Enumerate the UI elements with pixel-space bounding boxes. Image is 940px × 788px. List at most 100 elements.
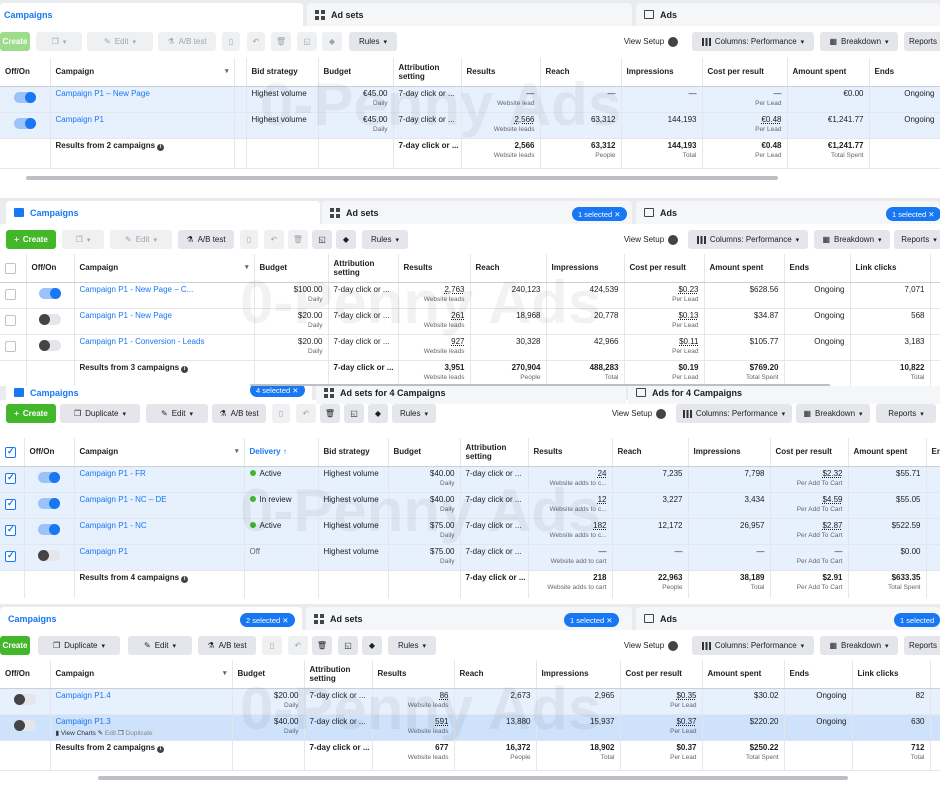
row-checkbox[interactable] [0,492,25,519]
row-checkbox[interactable] [0,544,25,571]
duplicate-button[interactable]: ❐ Duplicate ▾ [38,636,120,655]
tab-adsets[interactable]: Ad sets 1 selected ✕ [306,607,632,630]
view-setup-toggle[interactable]: View Setup [618,636,684,655]
col-reach[interactable]: Reach [612,438,689,467]
tab-adsets[interactable]: Ad sets for 4 Campaigns [316,386,626,404]
row-checkbox[interactable] [0,308,27,335]
rules-button[interactable]: Rules ▾ [362,230,408,249]
tag-button[interactable]: ◆ [362,636,382,655]
reports-dropdown[interactable]: Reports ▾ [894,230,940,249]
selected-pill[interactable]: 2 selected ✕ [240,613,295,627]
tab-adsets[interactable]: Ad sets [307,3,632,26]
campaign-toggle[interactable] [13,693,36,705]
delete-button[interactable]: ▯ [272,404,290,423]
create-button[interactable]: + Create [6,404,56,423]
ab-test-button[interactable]: ⚗ A/B test [198,636,256,655]
table-row[interactable]: Campaign P1 - New Page – C... $100.00 Dai… [0,282,940,309]
create-button[interactable]: + Create [6,230,56,249]
col-impressions[interactable]: Impressions [621,58,703,87]
col-reach[interactable]: Reach [540,58,622,87]
view-setup-toggle[interactable]: View Setup [606,404,672,423]
campaign-toggle[interactable] [39,287,61,299]
info-icon[interactable]: i [181,365,189,373]
col-bid[interactable]: Bid strategy [246,58,319,87]
breakdown-dropdown[interactable]: ▦ Breakdown ▾ [820,636,898,655]
col-bid[interactable]: Bid strategy [318,438,389,467]
view-setup-toggle[interactable]: View Setup [618,32,684,51]
campaign-name[interactable]: Campaign P1.3 [55,716,111,726]
col-off-on[interactable]: Off/On [26,254,75,283]
col-impressions[interactable]: Impressions [688,438,771,467]
duplicate-link[interactable]: Duplicate [125,729,153,737]
col-impressions[interactable]: Impressions [546,254,625,283]
edit-button[interactable]: ✎ Edit ▾ [110,230,172,249]
col-budget[interactable]: Budget [254,254,329,283]
selected-pill[interactable]: 1 selected ✕ [886,207,940,221]
selected-pill[interactable]: 1 selected [894,613,940,627]
table-row[interactable]: Campaign P1 – New Page Highest volume €4… [0,86,940,113]
col-cpr[interactable]: Cost per result [624,254,705,283]
col-spent[interactable]: Amount spent [848,438,927,467]
campaign-toggle[interactable] [39,339,61,351]
tag-button[interactable]: ◆ [322,32,342,51]
campaign-name[interactable]: Campaign P1 [74,544,245,571]
delete-button[interactable]: ▯ [222,32,240,51]
duplicate-button[interactable]: ❐ ▾ [62,230,104,249]
col-attribution[interactable]: Attribution setting [393,58,462,87]
rules-button[interactable]: Rules ▾ [349,32,397,51]
tag-button[interactable]: ◆ [336,230,356,249]
selected-pill[interactable]: 4 selected ✕ [250,386,305,397]
info-icon[interactable]: i [157,143,165,151]
col-attribution[interactable]: Attribution setting [304,660,373,689]
col-results[interactable]: Results [398,254,471,283]
table-row[interactable]: Campaign P1 - Conversion - Leads $20.00 D… [0,334,940,361]
table-row[interactable]: Campaign P1.3 ▮ View Charts ✎ Edit ❐ Dup… [0,714,940,741]
tab-ads[interactable]: Ads for 4 Campaigns [628,386,940,404]
col-budget[interactable]: Budget [232,660,305,689]
columns-dropdown[interactable]: Columns: Performance ▾ [692,32,814,51]
campaign-toggle[interactable] [38,497,60,509]
table-row[interactable]: Campaign P1 - NC Active Highest volume $… [0,518,940,545]
col-reach[interactable]: Reach [454,660,537,689]
col-off-on[interactable]: Off/On [24,438,75,467]
trash-button[interactable]: 🗑 [288,230,308,249]
col-spent[interactable]: Amount spent [787,58,870,87]
table-row[interactable]: Campaign P1 - FR Active Highest volume $… [0,466,940,493]
col-ends[interactable]: Ends [784,254,851,283]
preview-button[interactable]: ◱ [297,32,317,51]
col-budget[interactable]: Budget [318,58,394,87]
tab-ads[interactable]: Ads 1 selected [636,607,940,630]
tab-campaigns[interactable]: Campaigns [0,3,303,26]
edit-button[interactable]: ✎ Edit ▾ [87,32,153,51]
campaign-name[interactable]: Campaign P1 - New Page – C... [74,282,255,309]
edit-link[interactable]: Edit [104,729,117,737]
tab-adsets[interactable]: Ad sets 1 selected ✕ [322,201,632,224]
table-row[interactable]: Campaign P1.4 $20.00 Daily 7-day click or… [0,688,940,715]
tab-ads[interactable]: Ads 1 selected ✕ [636,201,940,224]
campaign-toggle[interactable] [39,313,61,325]
col-cpr[interactable]: Cost per result [702,58,788,87]
breakdown-dropdown[interactable]: ▦ Breakdown ▾ [814,230,890,249]
row-checkbox[interactable] [0,518,25,545]
tab-ads[interactable]: Ads [636,3,940,26]
preview-button[interactable]: ◱ [338,636,358,655]
breakdown-dropdown[interactable]: ▦ Breakdown ▾ [796,404,870,423]
tab-campaigns[interactable]: Campaigns [6,201,320,224]
rules-button[interactable]: Rules ▾ [388,636,436,655]
campaign-toggle[interactable] [38,549,60,561]
view-charts-link[interactable]: View Charts [60,729,96,737]
create-button[interactable]: Create [0,636,30,655]
undo-button[interactable]: ↶ [247,32,265,51]
tab-campaigns[interactable]: Campaigns 2 selected ✕ [0,607,302,630]
selected-pill[interactable]: 1 selected ✕ [564,613,619,627]
ab-test-button[interactable]: ⚗ A/B test [178,230,234,249]
table-row[interactable]: Campaign P1 Off Highest volume $75.00Dai… [0,544,940,571]
duplicate-button[interactable]: ❐ Duplicate ▾ [60,404,140,423]
table-row[interactable]: Campaign P1 - NC – DE In review Highest … [0,492,940,519]
breakdown-dropdown[interactable]: ▦ Breakdown ▾ [820,32,898,51]
col-ends[interactable]: Ends [869,58,940,87]
select-all[interactable] [0,438,25,467]
col-link-clicks[interactable]: Link clicks [850,254,931,283]
campaign-toggle[interactable] [38,523,60,535]
col-spent[interactable]: Amount spent [702,660,785,689]
